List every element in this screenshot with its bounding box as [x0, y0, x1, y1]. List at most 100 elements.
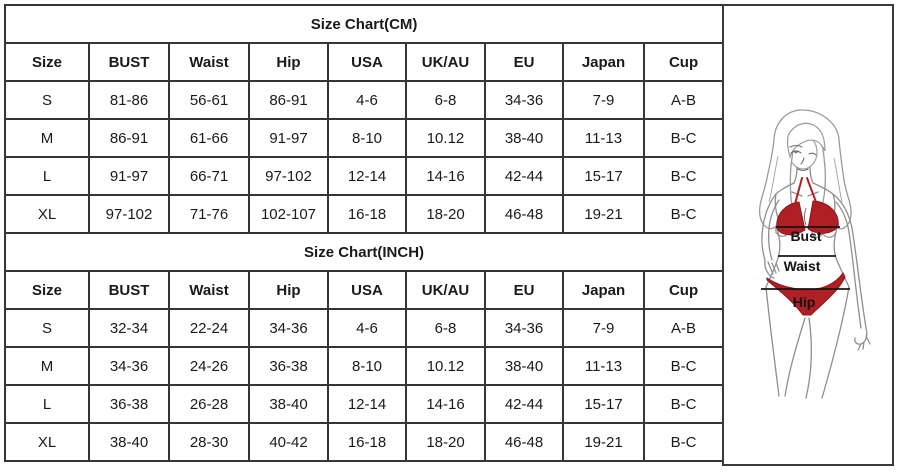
cell: 28-30 [168, 422, 250, 462]
cell: XL [4, 194, 90, 234]
cell: 11-13 [562, 118, 645, 158]
cell: 46-48 [484, 194, 564, 234]
cell: 34-36 [484, 308, 564, 348]
col-header-usa: USA [327, 270, 407, 310]
header-row: Size BUST Waist Hip USA UK/AU EU Japan C… [4, 270, 725, 310]
table-row-s: S 32-34 22-24 34-36 4-6 6-8 34-36 7-9 A-… [4, 308, 725, 348]
cell: 4-6 [327, 308, 407, 348]
woman-illustration: Bust Waist Hip [758, 109, 871, 399]
col-header-japan: Japan [562, 42, 645, 82]
size-chart-table: Size Chart(CM) Size BUST Waist Hip USA U… [3, 4, 725, 462]
col-header-hip: Hip [248, 42, 329, 82]
cell: S [4, 80, 90, 120]
cell: 22-24 [168, 308, 250, 348]
col-header-size: Size [4, 42, 90, 82]
col-header-usa: USA [327, 42, 407, 82]
col-header-waist: Waist [168, 42, 250, 82]
cell: 12-14 [327, 156, 407, 196]
cleavage-line [804, 207, 807, 226]
header-row: Size BUST Waist Hip USA UK/AU EU Japan C… [4, 42, 725, 82]
col-header-ukau: UK/AU [405, 270, 486, 310]
cell: 6-8 [405, 308, 486, 348]
cell: 16-18 [327, 194, 407, 234]
cell: 97-102 [88, 194, 170, 234]
cell: 86-91 [88, 118, 170, 158]
table-row-l: L 91-97 66-71 97-102 12-14 14-16 42-44 1… [4, 156, 725, 196]
cell: 38-40 [484, 346, 564, 386]
cell: 36-38 [88, 384, 170, 424]
col-header-hip: Hip [248, 270, 329, 310]
cell: 91-97 [88, 156, 170, 196]
col-header-size: Size [4, 270, 90, 310]
cell: 34-36 [484, 80, 564, 120]
cell: 10.12 [405, 118, 486, 158]
cell: 26-28 [168, 384, 250, 424]
cell: 12-14 [327, 384, 407, 424]
bust-label: Bust [790, 228, 821, 244]
table-row-m: M 34-36 24-26 36-38 8-10 10.12 38-40 11-… [4, 346, 725, 386]
cell: M [4, 118, 90, 158]
cell: 32-34 [88, 308, 170, 348]
cell: 56-61 [168, 80, 250, 120]
cell: 81-86 [88, 80, 170, 120]
cell: 8-10 [327, 118, 407, 158]
col-header-japan: Japan [562, 270, 645, 310]
cell: 4-6 [327, 80, 407, 120]
cell: 16-18 [327, 422, 407, 462]
table-title-cm: Size Chart(CM) [3, 4, 725, 44]
cell: B-C [642, 194, 725, 234]
body-outline [761, 166, 871, 399]
cell: 61-66 [168, 118, 250, 158]
cell: 14-16 [405, 384, 486, 424]
table-row-l: L 36-38 26-28 38-40 12-14 14-16 42-44 15… [4, 384, 725, 424]
cell: L [4, 384, 90, 424]
cell: 11-13 [562, 346, 645, 386]
table-title-row-inch: Size Chart(INCH) [3, 232, 725, 272]
cell: 10.12 [405, 346, 486, 386]
cell: 38-40 [88, 422, 170, 462]
cell: 8-10 [327, 346, 407, 386]
cell: 38-40 [248, 384, 329, 424]
cell: 42-44 [484, 384, 564, 424]
col-header-ukau: UK/AU [405, 42, 486, 82]
cell: B-C [642, 118, 725, 158]
bikini-top-right-cup [807, 200, 839, 234]
col-header-eu: EU [484, 42, 564, 82]
cell: A-B [642, 308, 725, 348]
cell: 6-8 [405, 80, 486, 120]
measurement-lines [761, 226, 850, 290]
bikini-straps [794, 177, 817, 205]
waist-label: Waist [784, 258, 821, 274]
cell: 15-17 [562, 384, 645, 424]
cell: B-C [642, 156, 725, 196]
cell: 19-21 [562, 194, 645, 234]
table-title-row-cm: Size Chart(CM) [3, 4, 725, 44]
table-title-inch: Size Chart(INCH) [3, 232, 725, 272]
cell: B-C [642, 346, 725, 386]
cell: L [4, 156, 90, 196]
cell: 86-91 [248, 80, 329, 120]
cell: S [4, 308, 90, 348]
col-header-bust: BUST [88, 270, 170, 310]
cell: 66-71 [168, 156, 250, 196]
hip-label: Hip [793, 294, 816, 310]
cell: 19-21 [562, 422, 645, 462]
cell: XL [4, 422, 90, 462]
col-header-bust: BUST [88, 42, 170, 82]
table-row-m: M 86-91 61-66 91-97 8-10 10.12 38-40 11-… [4, 118, 725, 158]
cell: 97-102 [248, 156, 329, 196]
cell: 42-44 [484, 156, 564, 196]
cell: 24-26 [168, 346, 250, 386]
measurement-figure-box: Bust Waist Hip [722, 4, 894, 466]
cell: 7-9 [562, 308, 645, 348]
cell: B-C [642, 422, 725, 462]
cell: 15-17 [562, 156, 645, 196]
cell: 102-107 [248, 194, 329, 234]
table-row-xl: XL 38-40 28-30 40-42 16-18 18-20 46-48 1… [4, 422, 725, 462]
cell: 38-40 [484, 118, 564, 158]
cell: 71-76 [168, 194, 250, 234]
cell: 91-97 [248, 118, 329, 158]
col-header-cup: Cup [642, 42, 725, 82]
cell: 46-48 [484, 422, 564, 462]
cell: 14-16 [405, 156, 486, 196]
